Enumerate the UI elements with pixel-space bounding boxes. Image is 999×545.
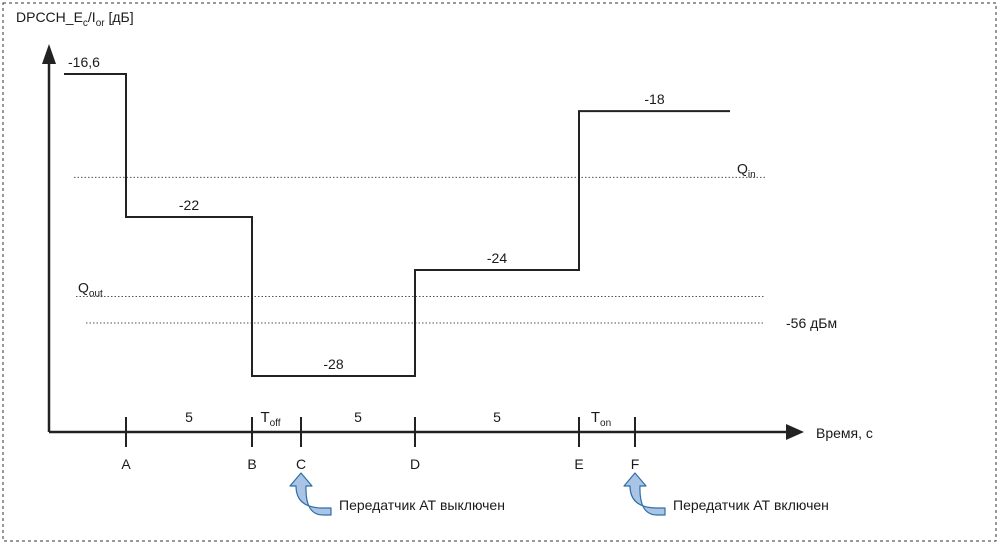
interval-label: 5: [185, 409, 193, 425]
step-line: [64, 73, 730, 377]
step-value-label: -18: [644, 91, 664, 107]
time-marker-label: C: [296, 456, 306, 472]
interval-label: Ton: [591, 409, 611, 429]
y-axis-label: DPCCH_Ec/Ior [дБ]: [16, 9, 134, 29]
time-marker-label: D: [410, 456, 420, 472]
time-marker-label: E: [574, 456, 583, 472]
interval-labels: 5 Toff 5 5 Ton: [185, 409, 611, 429]
reference-line-label: Qin: [737, 160, 756, 180]
x-axis-arrowhead: [786, 424, 804, 440]
y-axis-arrowhead: [42, 44, 56, 64]
time-markers: A B C D E F: [121, 417, 639, 472]
axes: Время, с: [42, 44, 873, 441]
pointer-arrow-icon: [289, 472, 332, 516]
annotations: Передатчик АТ выключен Передатчик АТ вклю…: [289, 472, 829, 516]
step-series: -16,6 -22 -28 -24 -18: [64, 54, 730, 377]
interval-label: 5: [493, 409, 501, 425]
annotation-text: Передатчик АТ включен: [673, 497, 829, 513]
reference-line-label: -56 дБм: [786, 315, 837, 331]
interval-label: 5: [354, 409, 362, 425]
reference-line-label: Qout: [78, 280, 103, 300]
step-value-label: -22: [179, 197, 199, 213]
x-axis-label: Время, с: [816, 425, 873, 441]
interval-label: Toff: [260, 409, 280, 429]
time-marker-label: B: [247, 456, 256, 472]
step-value-label: -24: [487, 250, 507, 266]
annotation-text: Передатчик АТ выключен: [339, 497, 505, 513]
step-value-label: -28: [323, 356, 343, 372]
reference-lines: Qin Qout -56 дБм: [74, 160, 837, 331]
time-marker-label: A: [121, 456, 131, 472]
pointer-arrow-icon: [623, 472, 666, 516]
time-marker-label: F: [631, 456, 640, 472]
step-value-label: -16,6: [68, 54, 100, 70]
